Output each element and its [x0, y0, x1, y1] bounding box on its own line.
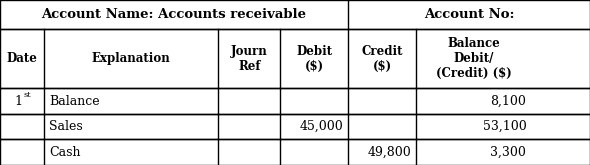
Text: Balance: Balance: [49, 95, 100, 108]
Text: Sales: Sales: [49, 120, 83, 133]
Text: Cash: Cash: [49, 146, 80, 159]
Text: Explanation: Explanation: [92, 52, 171, 65]
Text: Debit
($): Debit ($): [296, 45, 332, 73]
Bar: [0, 29, 590, 88]
Text: Journ
Ref: Journ Ref: [231, 45, 268, 73]
Text: Date: Date: [6, 52, 38, 65]
Text: 53,100: 53,100: [483, 120, 526, 133]
Bar: [0, 139, 590, 165]
Text: Account Name: Accounts receivable: Account Name: Accounts receivable: [41, 8, 307, 21]
Bar: [0, 88, 590, 114]
Text: st: st: [24, 91, 31, 99]
Text: Balance
Debit/
(Credit) ($): Balance Debit/ (Credit) ($): [435, 37, 512, 80]
Text: 3,300: 3,300: [490, 146, 526, 159]
Text: Account No:: Account No:: [424, 8, 514, 21]
Text: 49,800: 49,800: [368, 146, 411, 159]
Text: 45,000: 45,000: [300, 120, 343, 133]
Text: Credit
($): Credit ($): [361, 45, 403, 73]
Bar: [0, 0, 590, 29]
Bar: [0, 114, 590, 139]
Text: 1: 1: [14, 95, 22, 108]
Text: 8,100: 8,100: [490, 95, 526, 108]
